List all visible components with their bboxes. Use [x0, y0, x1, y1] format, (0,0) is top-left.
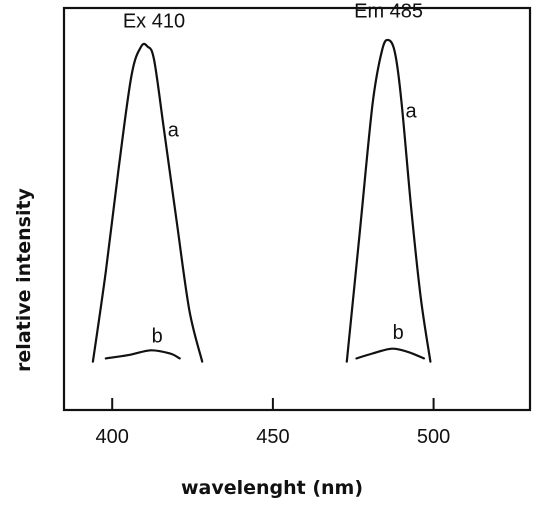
annotation-1: Em 485: [354, 1, 423, 23]
curve-ex-b: [104, 349, 181, 360]
x-tick-label-450: 450: [256, 426, 289, 448]
curve-em-b: [355, 347, 425, 360]
annotation-5: b: [393, 322, 404, 344]
x-ticks: 400 450 500: [96, 398, 450, 448]
plot-frame: [62, 6, 532, 412]
x-axis-title: wavelenght (nm): [181, 477, 363, 499]
annotations: Ex 410 Em 485 a b a b: [123, 1, 423, 348]
curve-em-a: [345, 38, 432, 363]
curve-ex-a: [91, 42, 204, 363]
annotation-0: Ex 410: [123, 10, 185, 32]
x-tick-label-400: 400: [96, 426, 129, 448]
y-axis-title: relative intensity: [13, 187, 35, 372]
annotation-2: a: [168, 120, 180, 142]
x-tick-label-500: 500: [417, 426, 450, 448]
curves: [91, 38, 432, 363]
annotation-3: b: [152, 325, 163, 347]
annotation-4: a: [406, 100, 418, 122]
